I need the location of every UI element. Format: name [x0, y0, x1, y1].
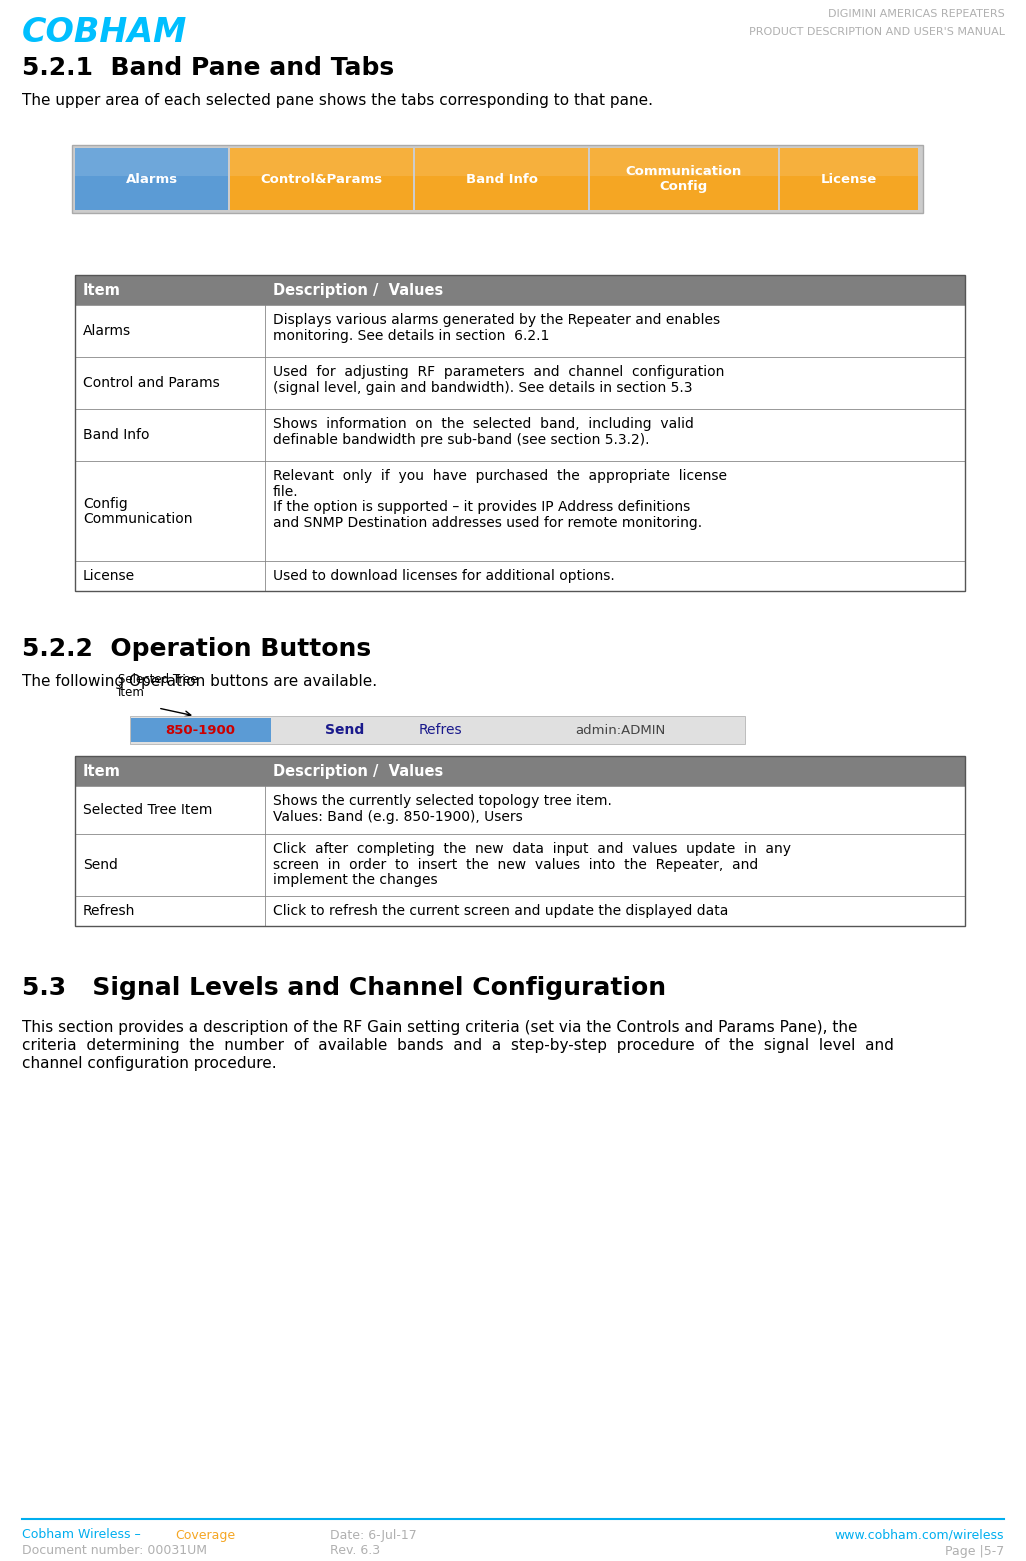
Text: Control and Params: Control and Params	[83, 376, 220, 390]
Bar	[75, 304, 965, 357]
Text: Cobham Wireless –: Cobham Wireless –	[22, 1528, 145, 1542]
Text: criteria  determining  the  number  of  available  bands  and  a  step-by-step  : criteria determining the number of avail…	[22, 1038, 894, 1054]
Bar	[780, 148, 918, 211]
Bar	[72, 145, 923, 212]
Text: Alarms: Alarms	[83, 325, 131, 339]
Text: Date: 6-Jul-17: Date: 6-Jul-17	[330, 1528, 417, 1542]
Bar	[75, 756, 965, 787]
Text: Description /  Values: Description / Values	[273, 763, 443, 779]
Bar	[75, 275, 965, 592]
Text: License: License	[821, 173, 877, 186]
Text: www.cobham.com/wireless: www.cobham.com/wireless	[834, 1528, 1004, 1542]
Bar	[75, 357, 965, 409]
Text: Item: Item	[83, 763, 121, 779]
Bar	[75, 275, 965, 304]
Text: Description /  Values: Description / Values	[273, 283, 443, 298]
Text: Communication: Communication	[83, 512, 193, 526]
Text: 850-1900: 850-1900	[165, 723, 235, 737]
Text: Rev. 6.3: Rev. 6.3	[330, 1544, 380, 1558]
Text: 5.2.2  Operation Buttons: 5.2.2 Operation Buttons	[22, 637, 371, 660]
Bar	[415, 148, 588, 176]
Text: Send: Send	[83, 859, 118, 873]
Text: item: item	[118, 685, 145, 699]
Text: implement the changes: implement the changes	[273, 873, 438, 887]
Text: definable bandwidth pre sub-band (see section 5.3.2).: definable bandwidth pre sub-band (see se…	[273, 432, 649, 446]
Text: and SNMP Destination addresses used for remote monitoring.: and SNMP Destination addresses used for …	[273, 515, 702, 529]
Text: Used to download licenses for additional options.: Used to download licenses for additional…	[273, 570, 615, 582]
Bar	[230, 148, 413, 211]
Text: Control&Params: Control&Params	[261, 173, 383, 186]
Bar	[75, 756, 965, 926]
Bar	[75, 409, 965, 460]
Bar	[131, 718, 271, 741]
Text: License: License	[83, 570, 135, 582]
Text: Page |5-7: Page |5-7	[945, 1544, 1004, 1558]
Text: PRODUCT DESCRIPTION AND USER'S MANUAL: PRODUCT DESCRIPTION AND USER'S MANUAL	[749, 27, 1005, 37]
Text: Band Info: Band Info	[83, 428, 150, 442]
Bar	[590, 148, 778, 176]
Text: Used  for  adjusting  RF  parameters  and  channel  configuration: Used for adjusting RF parameters and cha…	[273, 365, 724, 379]
Text: Click to refresh the current screen and update the displayed data: Click to refresh the current screen and …	[273, 904, 728, 918]
Text: Config: Config	[83, 496, 128, 510]
Text: 5.2.1  Band Pane and Tabs: 5.2.1 Band Pane and Tabs	[22, 56, 394, 80]
Text: Item: Item	[83, 283, 121, 298]
Text: Displays various alarms generated by the Repeater and enables: Displays various alarms generated by the…	[273, 314, 720, 326]
Bar	[75, 148, 228, 211]
Text: Document number: 00031UM: Document number: 00031UM	[22, 1544, 207, 1558]
Text: Send: Send	[325, 723, 364, 737]
Text: screen  in  order  to  insert  the  new  values  into  the  Repeater,  and: screen in order to insert the new values…	[273, 857, 758, 871]
Text: file.: file.	[273, 484, 299, 498]
Text: Click  after  completing  the  new  data  input  and  values  update  in  any: Click after completing the new data inpu…	[273, 841, 791, 855]
Bar	[75, 787, 965, 834]
Text: Selected Tree: Selected Tree	[118, 673, 198, 685]
Bar	[75, 834, 965, 896]
Text: If the option is supported – it provides IP Address definitions: If the option is supported – it provides…	[273, 500, 690, 514]
Text: (signal level, gain and bandwidth). See details in section 5.3: (signal level, gain and bandwidth). See …	[273, 381, 693, 395]
Text: Band Info: Band Info	[466, 173, 538, 186]
Text: 5.3   Signal Levels and Channel Configuration: 5.3 Signal Levels and Channel Configurat…	[22, 976, 666, 1001]
Text: Relevant  only  if  you  have  purchased  the  appropriate  license: Relevant only if you have purchased the …	[273, 468, 727, 482]
Text: This section provides a description of the RF Gain setting criteria (set via the: This section provides a description of t…	[22, 1019, 858, 1035]
Text: Shows  information  on  the  selected  band,  including  valid: Shows information on the selected band, …	[273, 417, 694, 431]
Bar	[130, 716, 745, 745]
Text: The upper area of each selected pane shows the tabs corresponding to that pane.: The upper area of each selected pane sho…	[22, 92, 653, 108]
Text: monitoring. See details in section  6.2.1: monitoring. See details in section 6.2.1	[273, 328, 549, 342]
Text: Values: Band (e.g. 850-1900), Users: Values: Band (e.g. 850-1900), Users	[273, 810, 523, 824]
Bar	[75, 460, 965, 560]
Text: Shows the currently selected topology tree item.: Shows the currently selected topology tr…	[273, 795, 611, 809]
Text: Communication
Config: Communication Config	[626, 165, 742, 194]
Text: Refres: Refres	[419, 723, 462, 737]
Text: The following Operation buttons are available.: The following Operation buttons are avai…	[22, 673, 378, 688]
Bar	[75, 896, 965, 926]
Text: Selected Tree Item: Selected Tree Item	[83, 802, 212, 816]
Text: Coverage: Coverage	[175, 1528, 235, 1542]
Bar	[75, 560, 965, 592]
Text: Alarms: Alarms	[125, 173, 177, 186]
Text: DIGIMINI AMERICAS REPEATERS: DIGIMINI AMERICAS REPEATERS	[828, 9, 1005, 19]
Text: admin:ADMIN: admin:ADMIN	[575, 723, 665, 737]
Text: channel configuration procedure.: channel configuration procedure.	[22, 1055, 277, 1071]
Bar	[590, 148, 778, 211]
Text: COBHAM: COBHAM	[22, 16, 188, 48]
Bar	[75, 148, 228, 176]
Bar	[230, 148, 413, 176]
Bar	[415, 148, 588, 211]
Bar	[780, 148, 918, 176]
Text: Refresh: Refresh	[83, 904, 135, 918]
